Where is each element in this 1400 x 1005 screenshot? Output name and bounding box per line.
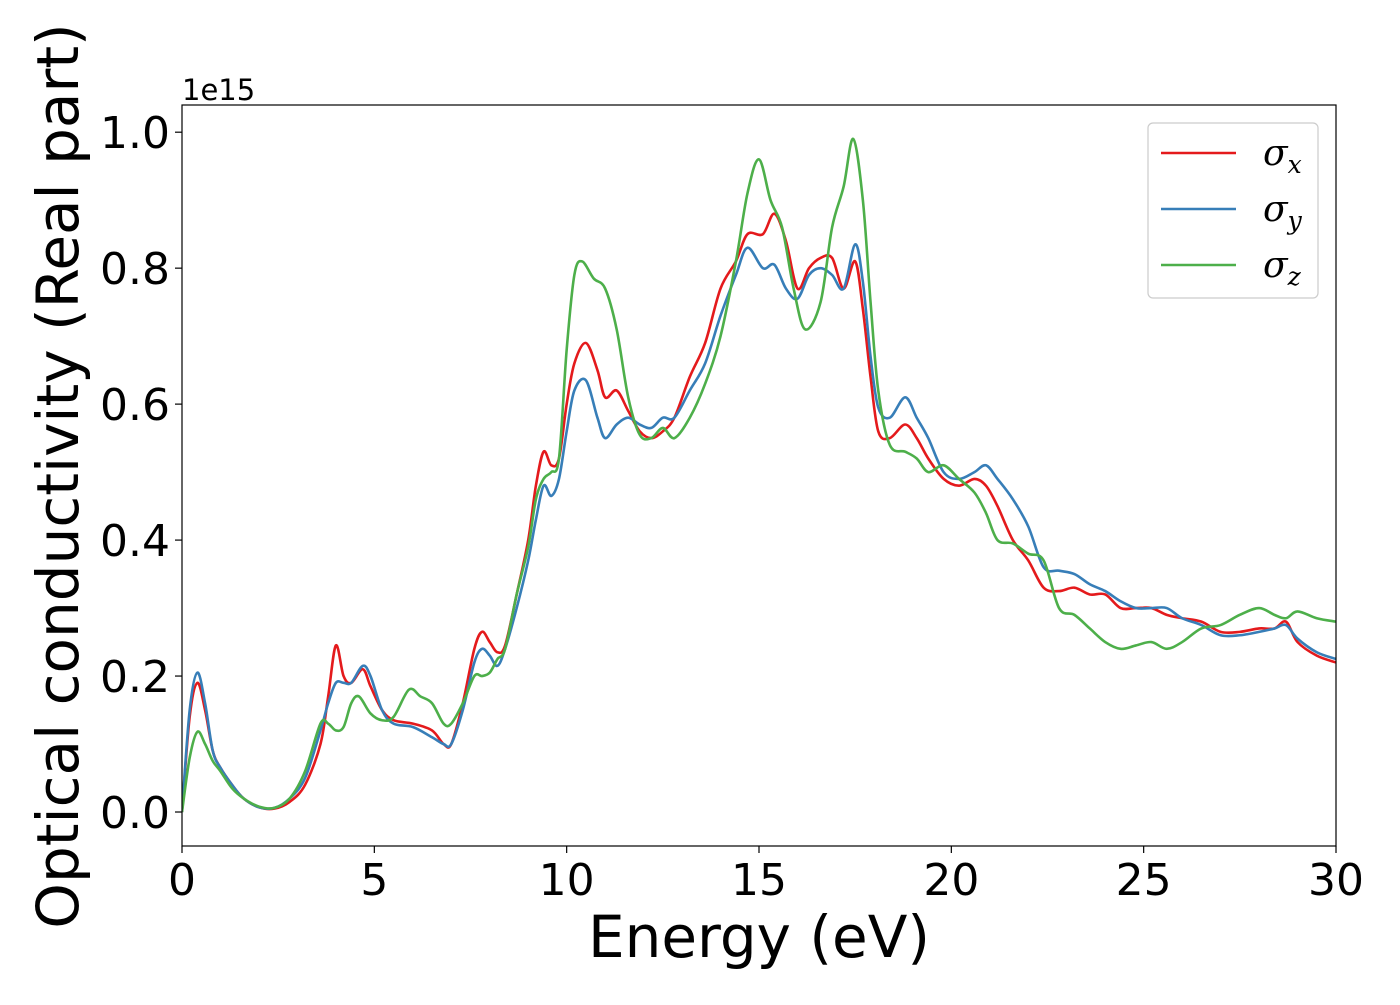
x-tick-label: 0 <box>168 855 196 906</box>
legend-label-z: σz <box>1263 245 1302 291</box>
y-tick-label: 0.2 <box>100 652 170 703</box>
y-axis-offset-label: 1e15 <box>182 73 255 107</box>
y-tick-label: 0.4 <box>100 516 170 567</box>
x-tick-label: 10 <box>539 855 595 906</box>
legend-box <box>1147 122 1319 299</box>
y-tick-label: 0.6 <box>100 380 170 431</box>
x-tick-label: 20 <box>923 855 979 906</box>
y-tick-label: 1.0 <box>100 108 170 159</box>
legend-label-y: σy <box>1263 189 1303 235</box>
legend: σx σy σz <box>1147 122 1319 299</box>
y-tick-label: 0.0 <box>100 788 170 839</box>
series-lines <box>182 137 1336 813</box>
x-tick-label: 5 <box>360 855 388 906</box>
y-axis-label: Optical conductivity (Real part) <box>24 23 92 928</box>
y-tick-label: 0.8 <box>100 244 170 295</box>
x-tick-label: 15 <box>731 855 787 906</box>
x-tick-label: 25 <box>1116 855 1172 906</box>
legend-label-x: σx <box>1263 133 1302 179</box>
axes: 0 5 10 15 20 25 30 0.0 0.2 0.4 0.6 0.8 1.0 <box>100 104 1364 906</box>
x-tick-label: 30 <box>1308 855 1364 906</box>
series-line-x <box>182 212 1336 813</box>
series-line-y <box>182 243 1336 813</box>
series-line-z <box>182 137 1336 813</box>
x-axis-label: Energy (eV) <box>588 903 930 971</box>
